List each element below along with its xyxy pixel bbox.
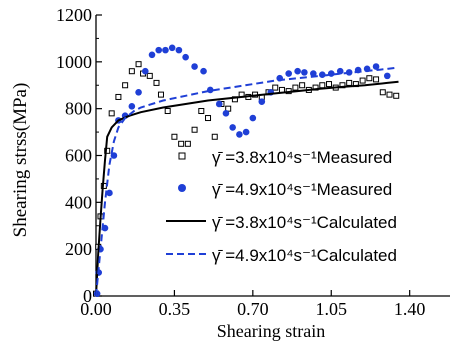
series-2 [95,80,399,297]
data-point [292,84,299,91]
y-tick-label: 600 [65,146,92,166]
data-point [236,131,243,138]
legend-label: γ̄ =4.9x10⁴s⁻¹Measured [212,180,392,199]
data-point [272,84,279,91]
legend-item-0: γ̄ =3.8x10⁴s⁻¹Measured [178,148,392,167]
legend: γ̄ =3.8x10⁴s⁻¹Measured γ̄ =4.9x10⁴s⁻¹Meas… [166,148,397,265]
data-point [319,82,326,89]
data-point [128,68,135,75]
legend-item-3: γ̄ =4.9x10⁴s⁻¹Calculated [166,246,397,265]
y-tick-label: 200 [65,239,92,259]
data-point [205,115,212,122]
data-point [198,108,205,115]
x-tick-label: 1.40 [394,299,426,319]
data-point [171,133,178,140]
data-point [310,70,317,77]
data-point [115,93,122,100]
data-point [184,140,191,147]
x-tick-label: 0.70 [237,299,269,319]
data-point [336,67,344,75]
data-point [373,76,380,83]
data-point [346,79,353,86]
series-layer [93,44,400,297]
y-tick-label: 800 [65,99,92,119]
data-point [175,46,183,54]
data-point [191,126,198,133]
data-point [148,51,156,59]
data-point [200,67,207,75]
data-point [258,98,266,105]
calculated-solid-line [95,80,399,297]
data-point [249,114,257,122]
y-tick-label: 400 [65,192,92,212]
data-point [294,67,301,75]
data-point [215,100,223,108]
data-point [229,124,236,131]
data-point [155,46,163,54]
data-point [379,89,386,96]
data-point [299,82,306,89]
x-tick-label: 1.05 [316,299,348,319]
data-point [141,67,149,75]
data-point [122,82,129,89]
data-point [157,91,164,98]
legend-marker [178,184,186,192]
data-point [106,189,113,197]
calculated-dashed-line [95,66,397,297]
y-tick-label: 0 [83,286,92,306]
legend-label: γ̄ =3.8x10⁴s⁻¹Measured [212,148,392,167]
y-tick-label: 1000 [56,52,92,72]
data-point [222,110,230,117]
data-point [366,75,373,82]
y-axis-label: Shearing strss(MPa) [10,83,31,238]
series-3 [95,66,397,297]
data-point [164,108,171,115]
x-tick-label: 0.35 [159,299,191,319]
data-point [146,72,153,79]
axes: 0 200 400 600 800 1000 1200 0.00 0.35 0.70 1.05 1.4… [56,5,450,319]
data-point [135,61,142,68]
legend-item-1: γ̄ =4.9x10⁴s⁻¹Measured [178,180,392,199]
data-point [162,46,169,54]
data-point [206,86,214,94]
data-point [393,92,400,99]
y-tick-label: 1200 [56,5,92,25]
legend-marker [178,152,186,160]
data-point [191,63,198,70]
data-point [182,53,189,61]
data-point [359,77,366,84]
legend-item-2: γ̄ =3.8x10⁴s⁻¹Calculated [166,213,397,232]
data-point [326,81,333,88]
data-point [386,91,393,98]
data-point [168,44,176,52]
legend-label: γ̄ =3.8x10⁴s⁻¹Calculated [212,213,397,232]
data-point [372,63,380,70]
data-point [108,110,115,117]
data-point [383,72,391,80]
data-point [153,79,160,86]
data-point [104,147,111,154]
data-point [135,88,142,96]
data-point [285,70,292,77]
data-point [211,133,218,140]
x-axis-label: Shearing strain [217,321,325,341]
data-point [178,140,185,147]
data-point [128,103,136,110]
data-point [242,128,250,136]
x-tick-label: 0.00 [80,299,112,319]
data-point [301,69,308,76]
legend-label: γ̄ =4.9x10⁴s⁻¹Calculated [212,246,397,265]
